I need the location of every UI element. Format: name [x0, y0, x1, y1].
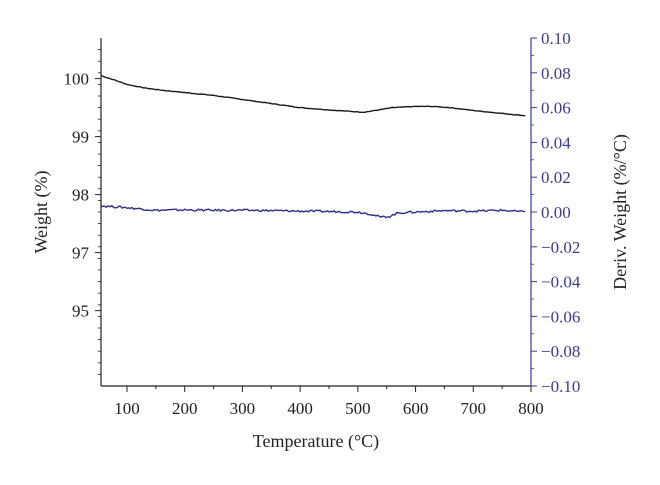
deriv-weight-series-line	[100, 204, 526, 219]
x-tick-label: 200	[172, 399, 198, 418]
ticks: 100 200 300 400 500 600 700 800 100 99 98 97 95 0.10 0…	[64, 29, 581, 418]
y-axis-right-title: Deriv. Weight (%/°C)	[610, 134, 631, 290]
x-tick-label: 700	[461, 399, 487, 418]
y-left-tick-label: 98	[72, 186, 89, 205]
y-right-tick-label: −0.10	[541, 377, 580, 396]
y-right-tick-label: 0.02	[541, 168, 571, 187]
series	[100, 75, 526, 219]
y-right-tick-label: 0.00	[541, 203, 571, 222]
y-right-tick-label: 0.10	[541, 29, 571, 48]
y-left-tick-label: 99	[72, 128, 89, 147]
x-tick-label: 500	[345, 399, 371, 418]
x-tick-label: 600	[403, 399, 429, 418]
y-right-tick-label: 0.06	[541, 99, 571, 118]
y-right-tick-label: −0.02	[541, 238, 580, 257]
y-left-tick-label: 95	[72, 302, 89, 321]
x-tick-label: 400	[287, 399, 313, 418]
y-right-tick-label: 0.04	[541, 133, 571, 152]
y-right-tick-label: −0.06	[541, 307, 580, 326]
y-axis-left-title: Weight (%)	[31, 170, 52, 253]
x-axis-title: Temperature (°C)	[253, 431, 379, 452]
y-right-tick-label: −0.04	[541, 273, 581, 292]
y-left-tick-label: 100	[64, 70, 90, 89]
y-right-tick-label: 0.08	[541, 64, 571, 83]
weight-series-line	[100, 75, 526, 117]
x-tick-label: 800	[518, 399, 544, 418]
x-tick-label: 100	[114, 399, 140, 418]
x-tick-label: 300	[230, 399, 256, 418]
y-left-tick-label: 97	[72, 244, 90, 263]
y-right-tick-label: −0.08	[541, 342, 580, 361]
